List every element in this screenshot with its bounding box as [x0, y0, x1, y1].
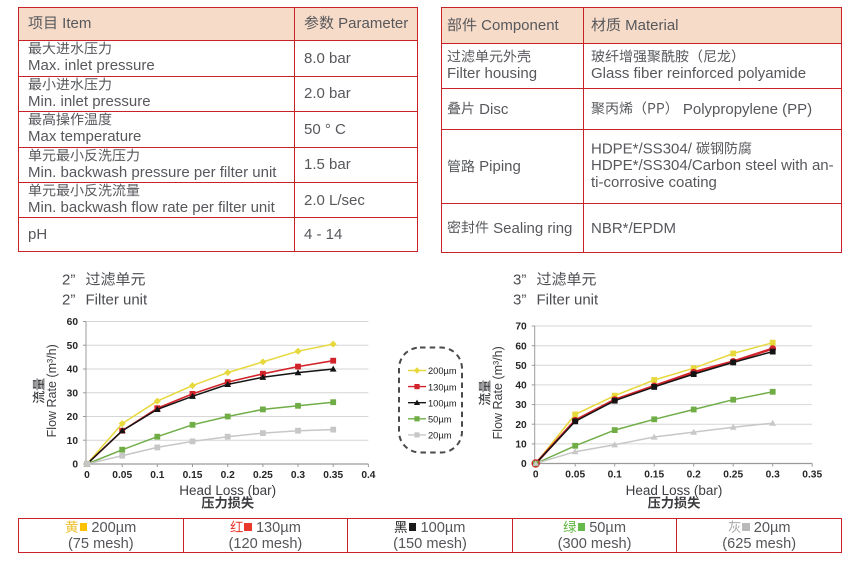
svg-text:Flow Rate (m³/h): Flow Rate (m³/h)	[45, 344, 59, 437]
svg-text:3”: 3”	[513, 272, 526, 289]
svg-text:0.05: 0.05	[112, 470, 132, 481]
svg-text:0.15: 0.15	[183, 470, 203, 481]
svg-text:10: 10	[67, 436, 79, 447]
svg-text:0.25: 0.25	[723, 470, 743, 481]
svg-text:50: 50	[515, 361, 527, 372]
svg-text:30: 30	[67, 388, 79, 399]
svg-text:60: 60	[67, 317, 79, 328]
svg-text:60: 60	[515, 341, 527, 352]
svg-text:0: 0	[521, 459, 527, 470]
svg-text:0.15: 0.15	[644, 470, 664, 481]
svg-text:Head Loss (bar): Head Loss (bar)	[179, 483, 276, 498]
svg-text:0.3: 0.3	[291, 470, 305, 481]
svg-text:0: 0	[533, 470, 539, 481]
svg-text:130µm: 130µm	[428, 382, 457, 392]
svg-text:20µm: 20µm	[428, 431, 452, 441]
svg-text:0.35: 0.35	[323, 470, 343, 481]
svg-text:3”: 3”	[513, 292, 526, 309]
svg-text:20: 20	[515, 420, 527, 431]
svg-text:0.05: 0.05	[565, 470, 585, 481]
svg-text:40: 40	[515, 381, 527, 392]
svg-text:0.35: 0.35	[802, 470, 822, 481]
svg-text:0.1: 0.1	[608, 470, 622, 481]
svg-text:50µm: 50µm	[428, 415, 452, 425]
svg-text:0.2: 0.2	[221, 470, 235, 481]
svg-text:0.4: 0.4	[361, 470, 375, 481]
svg-text:40: 40	[67, 365, 79, 376]
svg-text:200µm: 200µm	[428, 366, 457, 376]
svg-text:0: 0	[84, 470, 90, 481]
svg-text:0.3: 0.3	[766, 470, 780, 481]
svg-text:30: 30	[515, 400, 527, 411]
svg-text:20: 20	[67, 412, 79, 423]
svg-text:0.1: 0.1	[150, 470, 164, 481]
svg-text:0.25: 0.25	[253, 470, 273, 481]
svg-text:Filter unit: Filter unit	[86, 292, 149, 309]
svg-text:Flow Rate (m³/h): Flow Rate (m³/h)	[491, 346, 505, 439]
svg-text:50: 50	[67, 341, 79, 352]
svg-text:Filter unit: Filter unit	[537, 292, 600, 309]
svg-text:2”: 2”	[62, 292, 75, 309]
svg-text:0.2: 0.2	[687, 470, 701, 481]
svg-text:0: 0	[72, 460, 78, 471]
svg-text:10: 10	[515, 440, 527, 451]
svg-text:70: 70	[515, 322, 527, 333]
svg-text:2”: 2”	[62, 272, 75, 289]
svg-text:100µm: 100µm	[428, 398, 457, 408]
svg-text:Head Loss (bar): Head Loss (bar)	[626, 483, 723, 498]
